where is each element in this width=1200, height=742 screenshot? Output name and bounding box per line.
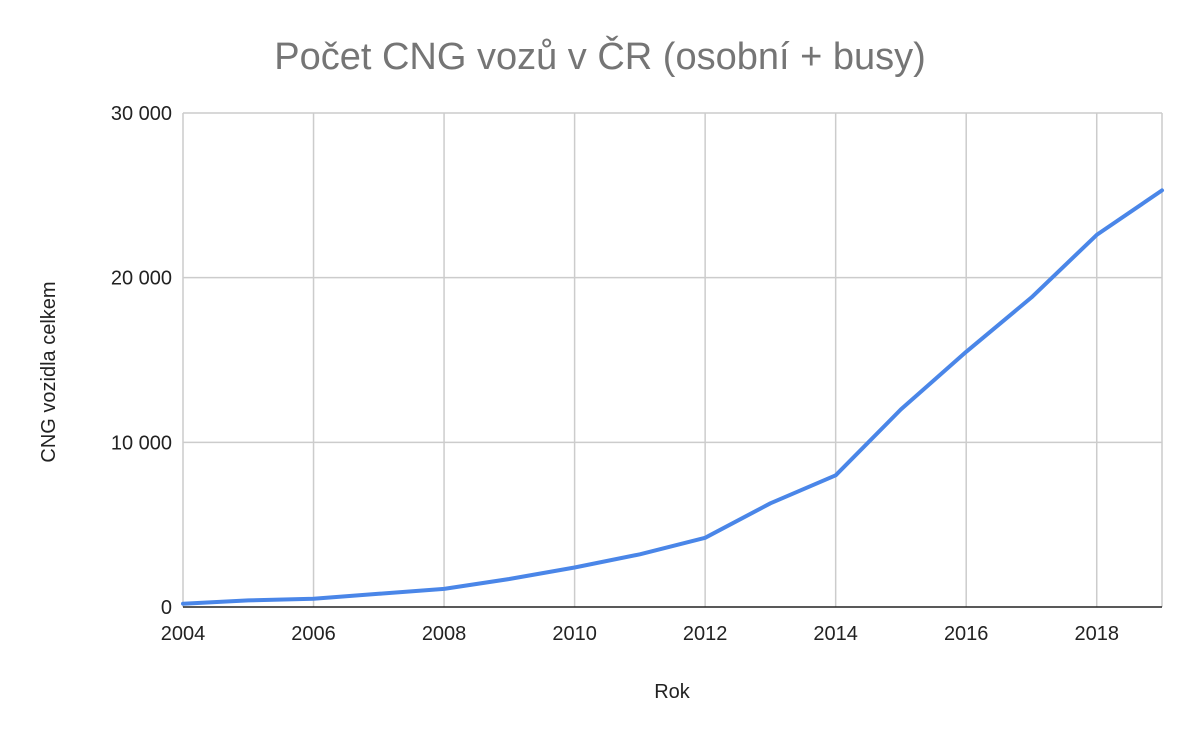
x-tick-label: 2018 [1074, 623, 1119, 645]
x-tick-label: 2012 [683, 623, 728, 645]
x-tick-label: 2008 [422, 623, 467, 645]
grid-layer [182, 112, 1163, 608]
tick-layer: 2004 2006 2008 2010 2012 2014 2016 2018 0 10 000 2… [111, 103, 1119, 645]
y-tick-label: 10 000 [111, 432, 172, 454]
series-line [181, 188, 1164, 606]
y-tick-label: 30 000 [111, 103, 172, 125]
x-tick-label: 2014 [813, 623, 858, 645]
x-axis-label: Rok [654, 681, 691, 703]
x-tick-label: 2006 [291, 623, 336, 645]
y-tick-label: 0 [161, 597, 172, 619]
series-layer [181, 188, 1164, 606]
x-tick-label: 2004 [161, 623, 206, 645]
y-tick-label: 20 000 [111, 268, 172, 290]
x-tick-label: 2016 [944, 623, 989, 645]
chart-title: Počet CNG vozů v ČR (osobní + busy) [274, 34, 926, 78]
y-axis-label: CNG vozidla celkem [38, 281, 60, 462]
x-tick-label: 2010 [552, 623, 597, 645]
